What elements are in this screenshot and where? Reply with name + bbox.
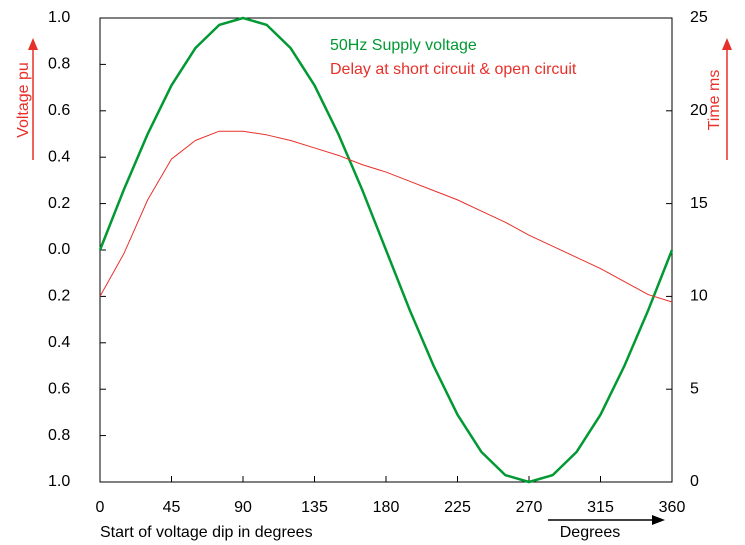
series-line bbox=[98, 16, 674, 484]
y-tick-label: 0.2 bbox=[48, 288, 70, 305]
y-tick-label: 0.2 bbox=[48, 195, 70, 212]
y2-axis-label: Time ms bbox=[706, 70, 723, 131]
x-tick-label: 360 bbox=[659, 499, 686, 516]
y-tick-label: 0.8 bbox=[48, 56, 70, 73]
y-tick-label: 0.4 bbox=[48, 334, 70, 351]
legend-entry: Delay at short circuit & open circuit bbox=[330, 61, 577, 78]
series-line bbox=[99, 130, 673, 303]
x-axis-label: Start of voltage dip in degrees bbox=[100, 524, 313, 541]
x-axis-arrowhead bbox=[652, 515, 665, 525]
x-tick-label: 225 bbox=[444, 499, 471, 516]
x-tick-label: 270 bbox=[516, 499, 543, 516]
x-tick-label: 180 bbox=[373, 499, 400, 516]
x-tick-label: 45 bbox=[163, 499, 181, 516]
y-tick-label: 0.4 bbox=[48, 148, 70, 165]
y2-tick-label: 10 bbox=[690, 288, 708, 305]
x-tick-label: 315 bbox=[587, 499, 614, 516]
legend-entry: 50Hz Supply voltage bbox=[330, 37, 477, 54]
y-axis-label: Voltage pu bbox=[15, 62, 32, 138]
x-tick-label: 90 bbox=[234, 499, 252, 516]
y2-tick-label: 15 bbox=[690, 195, 708, 212]
y-tick-label: 0.8 bbox=[48, 427, 70, 444]
x-tick-label: 0 bbox=[96, 499, 105, 516]
y-tick-label: 1.0 bbox=[48, 473, 70, 490]
y-axis-arrowhead bbox=[28, 38, 38, 50]
y2-tick-label: 25 bbox=[690, 9, 708, 26]
y2-tick-label: 20 bbox=[690, 102, 708, 119]
y-tick-label: 0.6 bbox=[48, 380, 70, 397]
y-tick-label: 1.0 bbox=[48, 9, 70, 26]
y2-tick-label: 5 bbox=[690, 380, 699, 397]
y2-axis-arrowhead bbox=[722, 38, 732, 50]
y-tick-label: 0.6 bbox=[48, 102, 70, 119]
y-tick-label: 0.0 bbox=[48, 241, 70, 258]
x-tick-label: 135 bbox=[301, 499, 328, 516]
x-axis-label-2: Degrees bbox=[560, 524, 620, 541]
y2-tick-label: 0 bbox=[690, 473, 699, 490]
